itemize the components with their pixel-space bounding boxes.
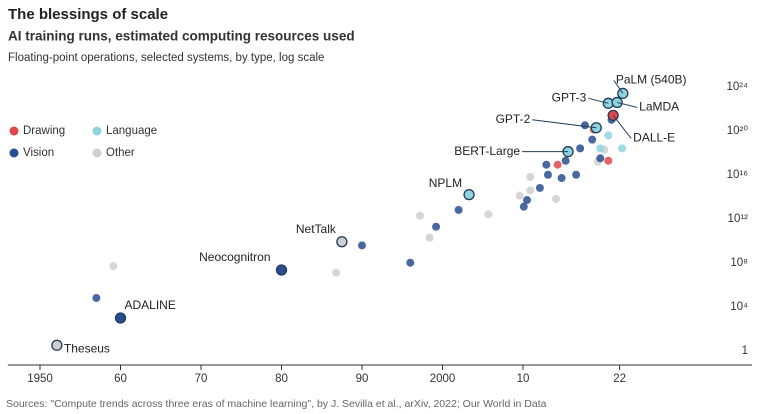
point-label: Neocognitron xyxy=(199,250,270,264)
legend-swatch xyxy=(9,126,19,136)
data-point xyxy=(557,174,566,183)
point-label: GPT-2 xyxy=(496,112,531,126)
leader-line xyxy=(612,115,632,139)
data-point xyxy=(519,202,528,211)
y-tick-label: 1 xyxy=(742,345,748,357)
data-point xyxy=(358,241,366,250)
x-tick-label: 90 xyxy=(356,373,369,385)
data-point xyxy=(406,258,415,267)
x-tick-label: 1950 xyxy=(27,373,53,385)
source: Sources: "Compute trends across three er… xyxy=(6,398,547,410)
leader-line xyxy=(532,119,597,129)
x-tick-label: 60 xyxy=(114,373,127,385)
chart-title: The blessings of scale xyxy=(8,6,168,23)
x-tick-label: 22 xyxy=(613,373,626,385)
chart-subtitle: AI training runs, estimated computing re… xyxy=(8,29,355,44)
data-point xyxy=(425,233,434,242)
y-tick-label: 10⁸ xyxy=(730,257,748,269)
x-tick-label: 80 xyxy=(275,373,288,385)
legend-swatch xyxy=(92,148,102,158)
data-point xyxy=(92,293,101,302)
data-point xyxy=(590,122,602,134)
legend-label: Vision xyxy=(23,147,54,159)
legend-label: Other xyxy=(106,147,135,159)
point-label: BERT-Large xyxy=(454,144,520,158)
y-tick-label: 10²⁴ xyxy=(726,81,748,93)
point-label: PaLM (540B) xyxy=(616,73,687,87)
data-point xyxy=(576,144,585,153)
data-point xyxy=(618,144,627,153)
data-point xyxy=(543,170,552,179)
x-tick-label: 10 xyxy=(517,373,530,385)
data-point xyxy=(114,312,127,324)
data-point xyxy=(580,121,589,130)
data-point xyxy=(596,154,605,163)
y-tick-label: 10¹² xyxy=(728,213,749,225)
y-axis-label: Floating-point operations, selected syst… xyxy=(8,52,324,64)
data-point xyxy=(588,135,597,144)
data-point xyxy=(332,268,341,277)
data-point xyxy=(542,160,551,169)
data-point xyxy=(454,205,463,214)
data-point xyxy=(572,170,581,179)
data-point xyxy=(535,183,544,192)
data-point xyxy=(561,156,570,165)
legend-swatch xyxy=(92,126,102,136)
data-point xyxy=(336,236,348,248)
leader-line xyxy=(617,101,638,108)
leader-line xyxy=(613,80,624,94)
data-point xyxy=(604,156,613,165)
point-label: ADALINE xyxy=(125,298,176,312)
data-point xyxy=(604,131,613,140)
data-point xyxy=(484,210,493,219)
data-point xyxy=(463,188,475,201)
point-label: NetTalk xyxy=(296,222,337,236)
data-point xyxy=(523,196,532,205)
data-point xyxy=(432,222,441,231)
data-point xyxy=(515,191,524,200)
data-point xyxy=(51,339,63,351)
data-point xyxy=(275,264,288,276)
point-label: GPT-3 xyxy=(552,90,587,104)
data-point xyxy=(596,144,605,153)
y-tick-label: 10²⁰ xyxy=(727,125,749,137)
x-tick-label: 2000 xyxy=(430,373,456,385)
point-label: NPLM xyxy=(429,176,462,190)
data-point xyxy=(526,186,535,195)
legend-label: Language xyxy=(106,125,157,137)
data-point xyxy=(553,160,562,169)
y-tick-label: 10⁴ xyxy=(730,301,748,313)
leader-line xyxy=(588,97,609,104)
point-label: DALL-E xyxy=(633,131,675,145)
legend-label: Drawing xyxy=(23,125,65,137)
data-point xyxy=(109,262,118,271)
point-label: Theseus xyxy=(64,341,110,355)
data-point xyxy=(415,211,424,220)
data-point xyxy=(552,194,561,203)
point-label: LaMDA xyxy=(639,100,679,114)
x-tick-label: 70 xyxy=(195,373,208,385)
y-tick-label: 10¹⁶ xyxy=(727,169,749,181)
data-point xyxy=(526,172,535,181)
legend-swatch xyxy=(9,148,19,158)
